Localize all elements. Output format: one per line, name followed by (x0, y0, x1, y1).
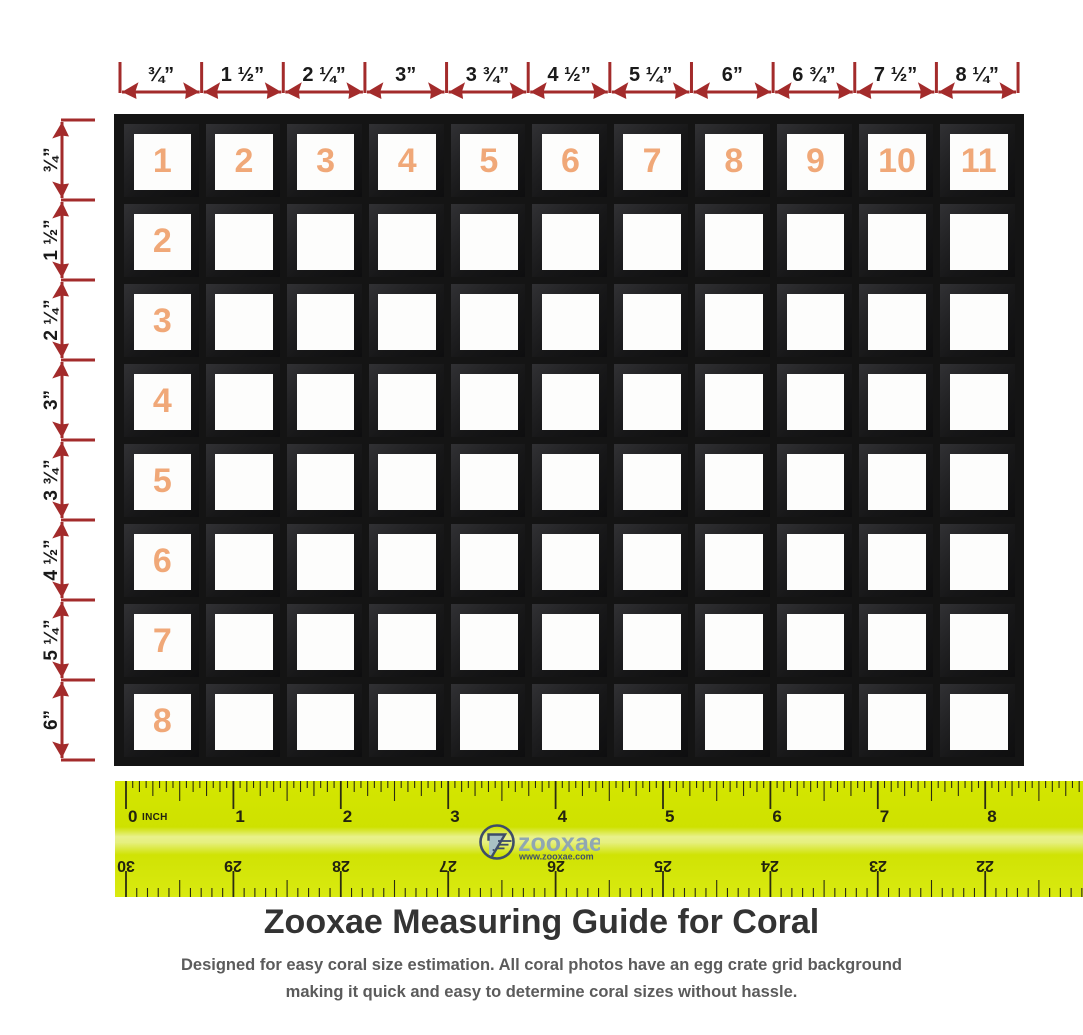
svg-text:2 ¼”: 2 ¼” (41, 299, 62, 340)
svg-text:¾”: ¾” (41, 147, 62, 172)
svg-text:3 ¾”: 3 ¾” (41, 459, 62, 500)
svg-text:5 ¼”: 5 ¼” (41, 619, 62, 660)
svg-text:6”: 6” (41, 710, 62, 730)
svg-text:4 ½”: 4 ½” (41, 539, 62, 580)
svg-text:1 ½”: 1 ½” (41, 219, 62, 260)
svg-text:3”: 3” (41, 390, 62, 410)
svg-text:www.zooxae.com: www.zooxae.com (518, 852, 594, 862)
